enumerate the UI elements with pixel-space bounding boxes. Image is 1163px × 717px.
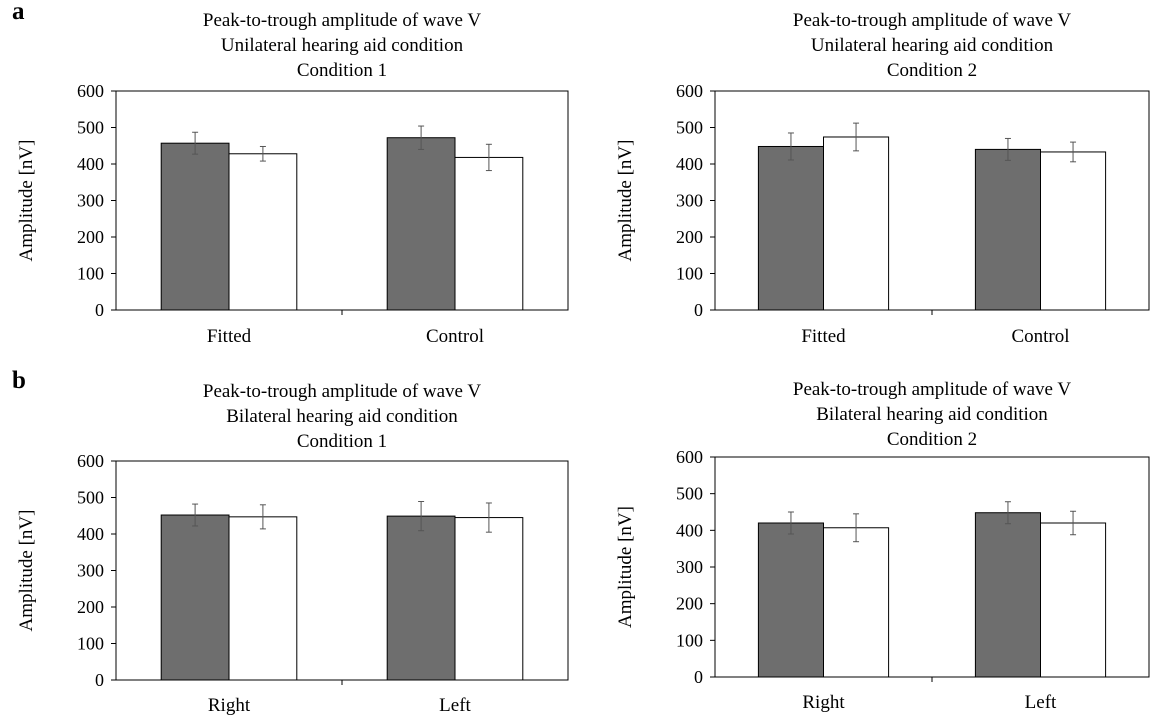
bar xyxy=(974,512,1042,678)
y-tick-label: 0 xyxy=(694,300,703,320)
bar xyxy=(160,142,230,311)
bar xyxy=(1040,522,1107,678)
bar xyxy=(454,156,524,311)
panel-label-b: b xyxy=(12,367,26,394)
y-tick-label: 500 xyxy=(77,118,104,138)
chart-title-line: Peak-to-trough amplitude of wave V xyxy=(793,379,1072,400)
x-category-label: Right xyxy=(802,692,845,713)
x-category-label: Left xyxy=(1025,692,1057,713)
y-tick-label: 400 xyxy=(77,524,104,544)
y-tick-label: 200 xyxy=(77,227,104,247)
bar xyxy=(757,145,825,311)
bar xyxy=(228,153,298,311)
bar xyxy=(823,136,890,311)
chart-title-line: Unilateral hearing aid condition xyxy=(811,35,1054,56)
bar xyxy=(974,148,1042,311)
x-category-label: Control xyxy=(426,326,484,347)
y-tick-label: 200 xyxy=(676,227,703,247)
y-axis-label: Amplitude [nV] xyxy=(615,506,636,628)
y-tick-label: 500 xyxy=(676,484,703,504)
y-tick-label: 200 xyxy=(676,594,703,614)
x-category-label: Fitted xyxy=(801,326,846,347)
y-tick-label: 100 xyxy=(77,264,104,284)
chart-4: Peak-to-trough amplitude of wave V Bilate… xyxy=(615,379,1150,713)
x-category-label: Control xyxy=(1011,326,1069,347)
chart-title-line: Peak-to-trough amplitude of wave V xyxy=(793,10,1072,31)
chart-title-line: Condition 2 xyxy=(887,60,977,81)
y-tick-label: 100 xyxy=(676,630,703,650)
y-tick-label: 100 xyxy=(676,264,703,284)
y-tick-label: 600 xyxy=(676,447,703,467)
y-tick-label: 300 xyxy=(676,191,703,211)
bar xyxy=(823,527,890,678)
y-axis-label: Amplitude [nV] xyxy=(16,510,37,632)
chart-title-line: Unilateral hearing aid condition xyxy=(221,35,464,56)
bar xyxy=(386,515,456,681)
bar xyxy=(386,137,456,311)
chart-title-line: Condition 1 xyxy=(297,431,387,452)
y-tick-label: 500 xyxy=(77,488,104,508)
y-tick-label: 300 xyxy=(676,557,703,577)
y-tick-label: 0 xyxy=(95,670,104,690)
bar xyxy=(1040,151,1107,311)
y-axis-label: Amplitude [nV] xyxy=(16,140,37,262)
y-tick-label: 300 xyxy=(77,191,104,211)
chart-title-line: Bilateral hearing aid condition xyxy=(226,406,458,427)
bar xyxy=(454,517,524,681)
y-tick-label: 0 xyxy=(95,300,104,320)
chart-title-line: Bilateral hearing aid condition xyxy=(816,404,1048,425)
chart-title-line: Condition 1 xyxy=(297,60,387,81)
y-tick-label: 600 xyxy=(77,451,104,471)
y-tick-label: 0 xyxy=(694,667,703,687)
bar xyxy=(228,516,298,681)
x-category-label: Fitted xyxy=(207,326,252,347)
y-axis-label: Amplitude [nV] xyxy=(615,140,636,262)
y-tick-label: 500 xyxy=(676,118,703,138)
bar xyxy=(757,522,825,678)
chart-2: Peak-to-trough amplitude of wave V Unilat… xyxy=(615,10,1150,347)
x-category-label: Right xyxy=(208,695,251,716)
panel-label-a: a xyxy=(12,0,25,25)
y-tick-label: 100 xyxy=(77,634,104,654)
y-tick-label: 600 xyxy=(77,81,104,101)
chart-1: Peak-to-trough amplitude of wave V Unilat… xyxy=(16,10,569,347)
y-tick-label: 400 xyxy=(676,520,703,540)
y-tick-label: 300 xyxy=(77,561,104,581)
chart-title-line: Peak-to-trough amplitude of wave V xyxy=(203,381,482,402)
y-tick-label: 600 xyxy=(676,81,703,101)
y-tick-label: 400 xyxy=(676,154,703,174)
y-tick-label: 400 xyxy=(77,154,104,174)
chart-3: Peak-to-trough amplitude of wave V Bilate… xyxy=(16,381,569,716)
chart-title-line: Condition 2 xyxy=(887,429,977,450)
x-category-label: Left xyxy=(439,695,471,716)
bar xyxy=(160,514,230,681)
y-tick-label: 200 xyxy=(77,597,104,617)
chart-title-line: Peak-to-trough amplitude of wave V xyxy=(203,10,482,31)
